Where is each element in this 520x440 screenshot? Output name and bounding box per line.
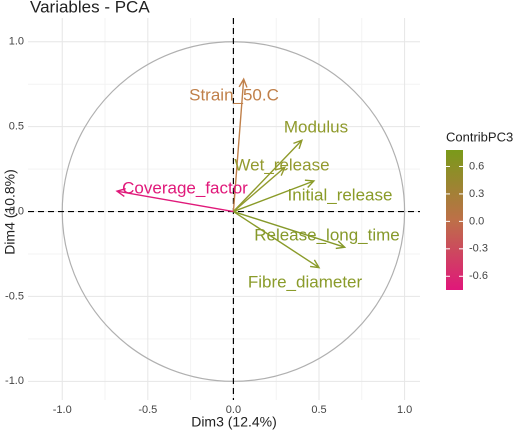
y-tick-label: 0.5 — [9, 121, 24, 133]
y-tick-label: -1.0 — [5, 375, 24, 387]
arrow — [232, 166, 286, 213]
arrow-label: Coverage_factor — [122, 178, 248, 197]
arrow — [233, 210, 347, 250]
colorbar-tick-label: 0.0 — [469, 215, 484, 227]
x-axis-label: Dim3 (12.4%) — [191, 414, 277, 430]
arrow — [233, 210, 321, 269]
arrow-label: Initial_release — [288, 185, 393, 204]
colorbar-tick-label: 0.3 — [469, 188, 484, 200]
x-tick-label: 0.5 — [311, 404, 326, 416]
arrow-label: Strain_50.C — [189, 85, 279, 104]
arrow — [232, 139, 304, 213]
colorbar-tick-label: -0.3 — [469, 243, 488, 255]
y-tick-label: -0.5 — [5, 290, 24, 302]
arrow-label: Modulus — [284, 117, 348, 136]
arrow-label: Release_long_time — [254, 225, 400, 244]
x-tick-label: 0.0 — [226, 404, 241, 416]
colorbar-tick-label: -0.6 — [469, 270, 488, 282]
colorbar-tick-label: 0.6 — [469, 160, 484, 172]
legend-title: ContribPC3 — [446, 129, 513, 144]
y-tick-label: 0.0 — [9, 205, 24, 217]
arrow — [232, 77, 248, 212]
x-tick-label: -0.5 — [138, 404, 157, 416]
chart-title: Variables - PCA — [30, 0, 150, 16]
y-axis-label: Dim4 (10.8%) — [2, 169, 18, 255]
x-tick-label: -1.0 — [53, 404, 72, 416]
arrow — [115, 188, 234, 213]
x-tick-label: 1.0 — [397, 404, 412, 416]
arrow-label: Wet_release — [234, 155, 329, 174]
y-tick-label: 1.0 — [9, 36, 24, 48]
arrow — [233, 179, 316, 213]
colorbar — [446, 150, 463, 290]
arrow-label: Fibre_diameter — [248, 272, 363, 291]
